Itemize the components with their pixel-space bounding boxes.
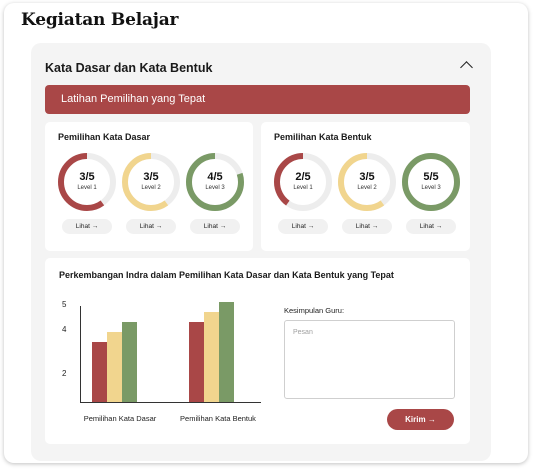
score-ring: 2/5 Level 1 [274,153,332,211]
ring-progress-arc [338,153,396,211]
ring-score: 3/5 [79,171,95,183]
section-title: Kata Dasar dan Kata Bentuk [45,61,213,75]
chart-bar [122,322,137,402]
x-axis [80,402,261,403]
x-category-label: Pemilihan Kata Bentuk [180,414,256,423]
kirim-button[interactable]: Kirim → [387,409,454,430]
ring-graphic [186,153,244,211]
ring-graphic [274,153,332,211]
ring-score: 3/5 [359,171,375,183]
ring-level: Level 3 [205,185,225,191]
chart-bar [219,302,234,402]
ring-level: Level 1 [77,185,97,191]
lihat-button[interactable]: Lihat → [342,219,392,234]
y-tick-label: 5 [62,300,67,309]
ring-level: Level 3 [421,185,441,191]
ring-level: Level 1 [293,185,313,191]
score-ring: 3/5 Level 2 [122,153,180,211]
x-category-label: Pemilihan Kata Dasar [83,414,157,423]
score-ring: 3/5 Level 1 [58,153,116,211]
score-ring: 4/5 Level 3 [186,153,244,211]
ring-graphic [338,153,396,211]
ring-score: 3/5 [143,171,159,183]
group-title: Pemilihan Kata Dasar [58,132,151,142]
ring-progress-arc [402,153,460,211]
lihat-button[interactable]: Lihat → [406,219,456,234]
lihat-button[interactable]: Lihat → [62,219,112,234]
lihat-button[interactable]: Lihat → [278,219,328,234]
ring-graphic [402,153,460,211]
pesan-input[interactable] [284,320,455,399]
ring-progress-arc [122,153,180,211]
ring-level: Level 2 [357,185,377,191]
group-title: Pemilihan Kata Bentuk [274,132,372,142]
ring-score: 2/5 [295,171,311,183]
ring-score: 4/5 [207,171,223,183]
ring-progress-arc [186,153,244,211]
page-title: Kegiatan Belajar [21,10,179,30]
section-banner: Latihan Pemilihan yang Tepat [45,85,470,114]
ring-score: 5/5 [423,171,439,183]
y-tick-label: 4 [62,325,67,334]
y-axis [80,306,81,403]
ring-level: Level 2 [141,185,161,191]
score-ring: 3/5 Level 2 [338,153,396,211]
ring-progress-arc [274,153,332,211]
chart-title: Perkembangan Indra dalam Pemilihan Kata … [59,270,394,280]
chart-bar [107,332,122,402]
progress-card: Perkembangan Indra dalam Pemilihan Kata … [45,258,470,444]
y-tick-label: 2 [62,369,67,378]
chevron-up-icon[interactable] [460,61,473,74]
lihat-button[interactable]: Lihat → [190,219,240,234]
group-kata-dasar: Pemilihan Kata Dasar 3/5 Level 1 3/5 Lev… [45,122,253,251]
chart-bar [92,342,107,402]
score-ring: 5/5 Level 3 [402,153,460,211]
section-card: Kata Dasar dan Kata Bentuk Latihan Pemil… [31,43,491,461]
chart-bar [204,312,219,402]
group-kata-bentuk: Pemilihan Kata Bentuk 2/5 Level 1 3/5 Le… [261,122,470,251]
ring-progress-arc [58,153,116,211]
kesimpulan-label: Kesimpulan Guru: [284,306,345,315]
lihat-button[interactable]: Lihat → [126,219,176,234]
ring-graphic [58,153,116,211]
chart-bar [189,322,204,402]
ring-graphic [122,153,180,211]
